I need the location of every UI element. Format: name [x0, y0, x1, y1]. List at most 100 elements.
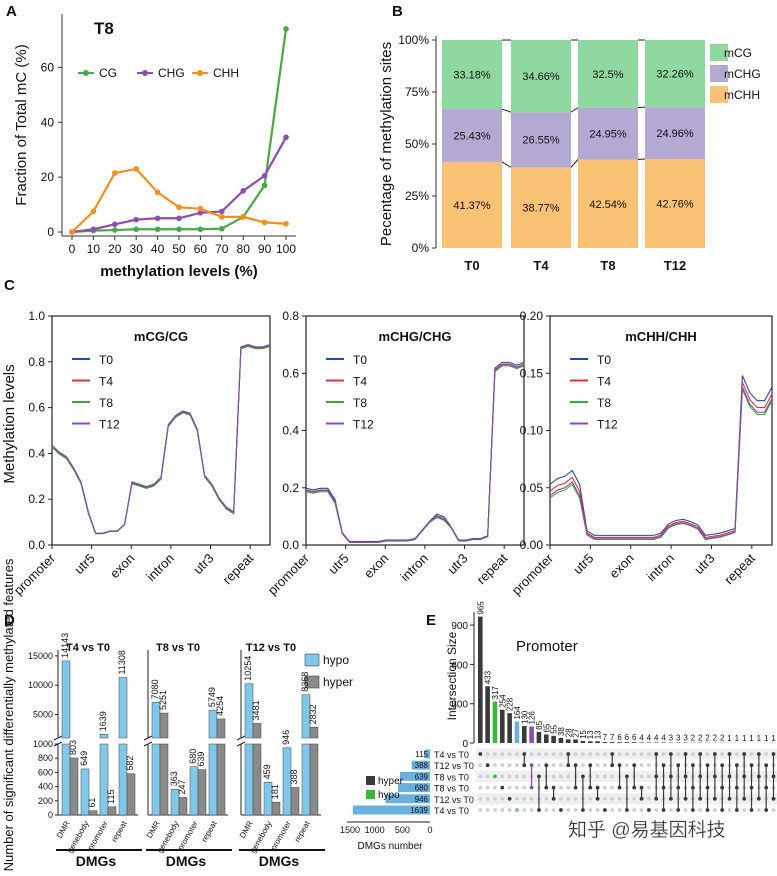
d-axis-break — [143, 735, 153, 741]
c-legend-label-T4: T4 — [353, 375, 367, 389]
a-point-CHG — [261, 172, 268, 179]
d-bar-hyper — [69, 757, 79, 816]
e-intersection-bar — [602, 742, 608, 743]
e-intersection-bar — [499, 709, 505, 743]
e-set-name: T12 vs T0 — [434, 795, 474, 805]
e-matrix-dot — [485, 796, 490, 801]
e-y-tick-label: 300 — [451, 700, 468, 711]
panel-label-d: D — [4, 612, 15, 629]
e-matrix-dot — [632, 763, 637, 768]
d-legend-label-hypo: hypo — [323, 653, 349, 667]
e-matrix-dot — [705, 752, 710, 756]
e-bar-count-label: 2 — [691, 734, 696, 743]
d-bar-hyper — [197, 769, 207, 816]
panel-label-c: C — [4, 277, 15, 294]
e-matrix-dot — [537, 752, 541, 756]
c-x-tick-label: promoter — [11, 550, 59, 598]
e-matrix-dot — [646, 752, 651, 756]
e-bar-count-label: 965 — [476, 601, 485, 615]
a-legend-marker-CHH — [197, 70, 203, 76]
e-matrix-dot — [485, 763, 490, 768]
e-matrix-dot — [478, 752, 483, 756]
panel-a-line-chart: 0 20 40 60 0 10 20 30 40 50 60 70 80 90 100 methylation… — [13, 14, 296, 280]
e-y-tick-label: 600 — [451, 660, 468, 671]
e-matrix-dot — [690, 752, 695, 756]
e-matrix-dot — [544, 796, 549, 801]
e-matrix-dot — [646, 808, 651, 812]
c-x-tick-label: repeat — [220, 550, 257, 587]
c-subplot-title: mCG/CG — [134, 329, 188, 344]
e-bar-count-label: 4 — [661, 733, 666, 742]
e-intersection-bar — [543, 734, 549, 743]
b-bar-segment-mCHH — [578, 159, 638, 248]
e-matrix-dot — [661, 752, 666, 756]
d-bar-value-label: 2832 — [308, 704, 318, 724]
e-bar-count-label: 3 — [676, 734, 681, 743]
d-bar-hypo — [99, 743, 109, 816]
e-intersection-bar — [573, 739, 578, 743]
e-matrix-dot — [610, 796, 615, 801]
c-x-tick-label: exon — [107, 551, 138, 582]
e-matrix-dot — [639, 774, 644, 779]
c-y-axis-label: Methylation levels — [1, 364, 18, 483]
b-segment-label: 25.43% — [453, 131, 491, 143]
e-matrix-dot — [515, 808, 519, 812]
e-intersection-bar — [617, 742, 622, 743]
e-matrix-dot — [646, 796, 651, 801]
d-bar-hyper — [216, 743, 226, 816]
b-bar-segment-mCHG — [511, 112, 571, 168]
c-series-line-T12 — [305, 364, 525, 543]
d-y-tick-label: 600 — [38, 767, 53, 777]
e-legend-label: hypo — [378, 790, 400, 801]
d-y-tick-label: 800 — [38, 753, 53, 763]
e-set-axis-tick-label: 1000 — [365, 825, 385, 835]
e-set-size-label: 680 — [415, 784, 429, 793]
b-segment-label: 26.55% — [522, 135, 560, 147]
d-bar-hyper — [216, 718, 226, 739]
d-x-tick-label: repeat — [200, 819, 220, 844]
e-bar-count-label: 3 — [669, 734, 674, 743]
a-x-tick-label: 80 — [237, 242, 251, 256]
a-x-tick-label: 20 — [108, 242, 122, 256]
d-y-tick-label: 10000 — [28, 680, 53, 690]
c-x-tick-label: promoter — [265, 550, 313, 598]
e-matrix-dot — [742, 808, 747, 812]
e-bar-count-label: 6 — [625, 733, 630, 742]
c-legend-label-T0: T0 — [597, 353, 611, 367]
b-y-tick-label: 75% — [405, 85, 429, 99]
e-intersection-bar — [558, 738, 564, 743]
e-matrix-dot — [632, 808, 637, 812]
d-bar-value-label: 3481 — [251, 700, 261, 720]
d-x-tick-label: DMR — [145, 819, 162, 839]
d-bar-hyper — [252, 743, 262, 816]
a-x-tick-label: 100 — [276, 242, 296, 256]
c-x-tick-label: intron — [397, 551, 431, 585]
d-x-tick-label: DMR — [238, 819, 255, 839]
e-bar-count-label: 254 — [498, 694, 507, 708]
c-x-tick-label: exon — [606, 551, 637, 582]
a-x-tick-label: 0 — [69, 242, 76, 256]
e-matrix-dot — [551, 808, 556, 812]
e-intersection-bar — [624, 742, 630, 743]
e-matrix-dot — [588, 796, 593, 801]
c-x-tick-label: utr3 — [691, 551, 717, 577]
panel-label-b: B — [392, 3, 403, 20]
e-matrix-dot — [493, 763, 497, 768]
e-matrix-dot — [529, 763, 534, 768]
d-bar-value-label: 649 — [79, 751, 89, 766]
e-matrix-dot — [559, 752, 563, 756]
e-matrix-dot — [500, 763, 505, 768]
b-bar-segment-mCG — [511, 40, 571, 113]
e-matrix-dot — [632, 752, 637, 756]
e-bar-count-label: 15 — [579, 730, 588, 739]
e-matrix-dot — [515, 752, 519, 756]
e-matrix-dot — [478, 796, 483, 801]
e-bar-count-label: 7 — [603, 733, 608, 742]
e-intersection-bar — [646, 742, 652, 743]
watermark: 知乎 @易基因科技 — [568, 819, 726, 841]
d-legend-swatch-hyper — [304, 675, 320, 689]
a-point-CHG — [240, 188, 246, 194]
c-y-tick-label: 0.20 — [520, 309, 544, 323]
b-x-tick-label: T12 — [664, 258, 686, 273]
e-matrix-dot — [515, 785, 519, 790]
